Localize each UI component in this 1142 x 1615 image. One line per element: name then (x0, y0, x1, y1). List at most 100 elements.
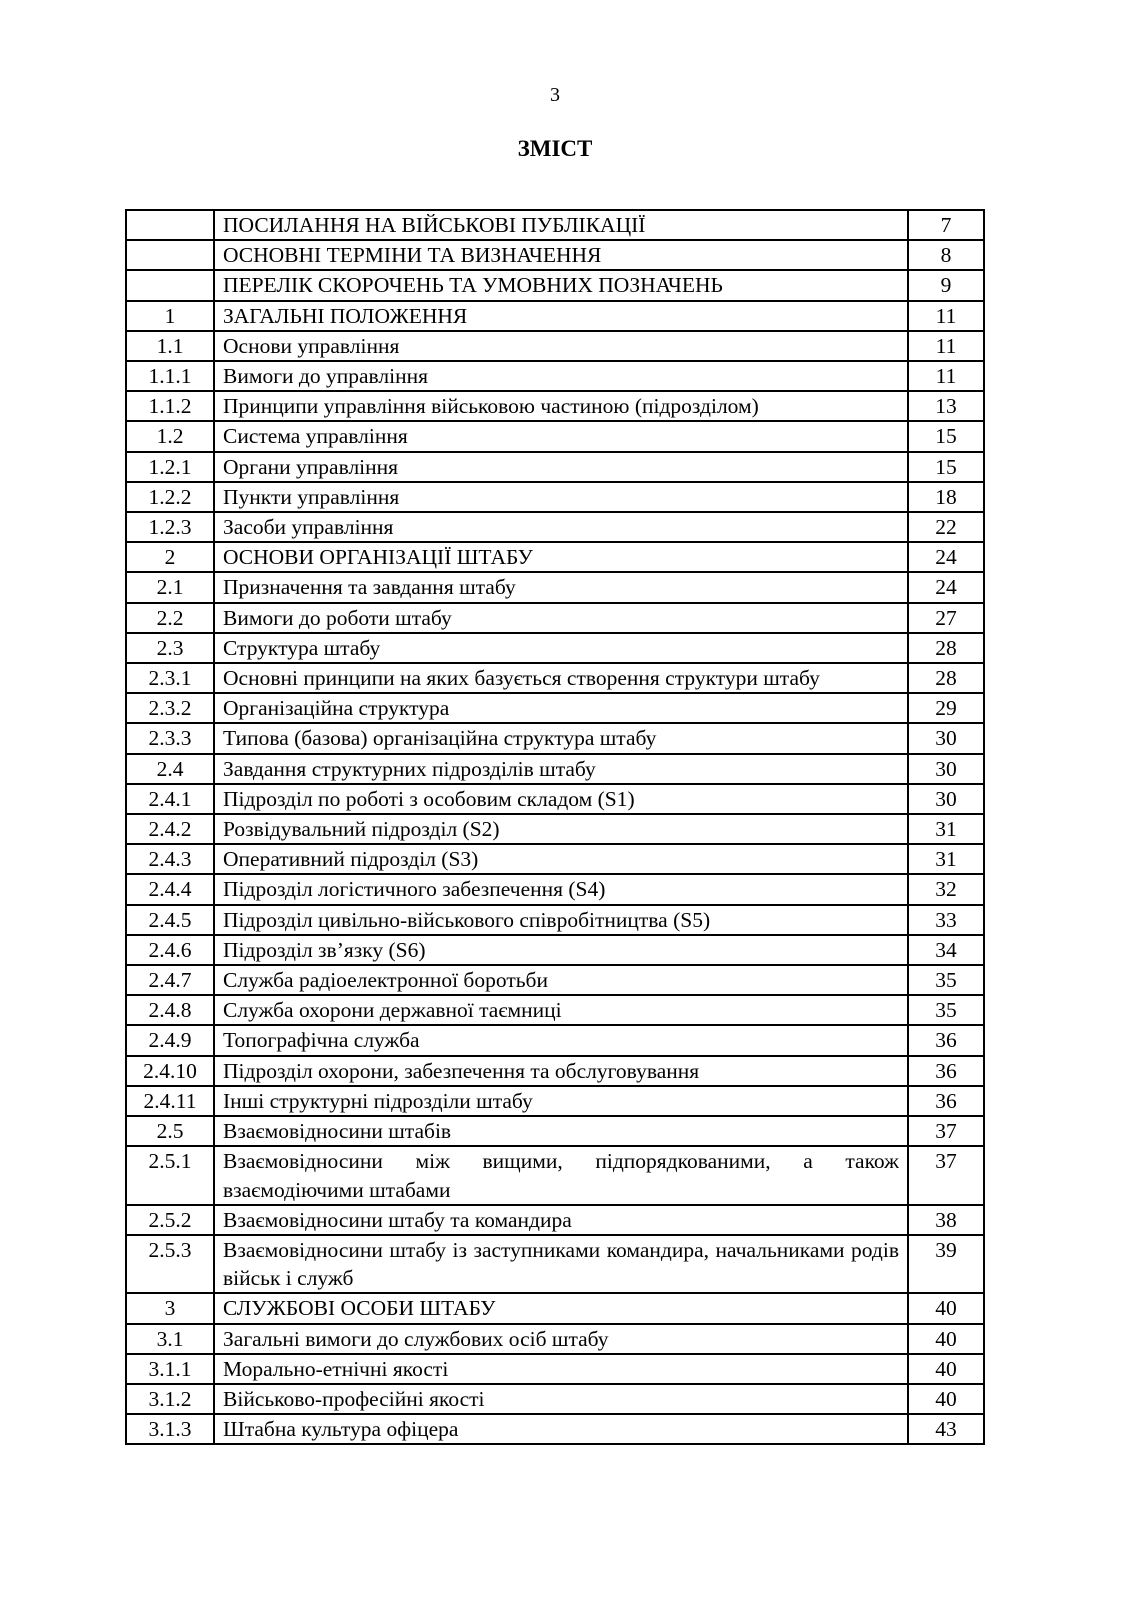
section-title: ПЕРЕЛІК СКОРОЧЕНЬ ТА УМОВНИХ ПОЗНАЧЕНЬ (213, 269, 909, 302)
section-number: 3 (125, 1292, 215, 1325)
toc-row: 3.1.1 Морально-етнічні якості 40 (125, 1352, 985, 1385)
toc-row: 2.4.3 Оперативний підрозділ (S3) 31 (125, 843, 985, 876)
toc-row: 2.2 Вимоги до роботи штабу 27 (125, 601, 985, 634)
page-ref: 40 (907, 1352, 985, 1385)
section-number: 2.4.8 (125, 994, 215, 1027)
page-ref: 28 (907, 662, 985, 695)
section-title: Взаємовідносини штабу із заступниками ко… (213, 1233, 909, 1295)
toc-row: 2.3.1 Основні принципи на яких базується … (125, 662, 985, 695)
section-title: Штабна культура офіцера (213, 1413, 909, 1446)
section-title: Структура штабу (213, 631, 909, 665)
toc-row: 3.1 Загальні вимоги до службових осіб шта… (125, 1322, 985, 1355)
toc-row: 1.1.2 Принципи управління військовою част… (125, 390, 985, 423)
toc-row: 2.4.5 Підрозділ цивільно-військового спів… (125, 903, 985, 936)
section-number: 2.4.2 (125, 813, 215, 846)
section-number: 2.4.5 (125, 903, 215, 936)
section-number: 2.4.6 (125, 933, 215, 967)
section-title: Засоби управління (213, 511, 909, 544)
section-title: Підрозділ охорони, забезпечення та обслу… (213, 1054, 909, 1087)
page-ref: 40 (907, 1382, 985, 1416)
page-ref: 39 (907, 1233, 985, 1295)
page-ref: 22 (907, 511, 985, 544)
toc-row: 2.5.2 Взаємовідносини штабу та командира 3… (125, 1203, 985, 1236)
section-title: Принципи управління військовою частиною … (213, 390, 909, 423)
section-title: Вимоги до роботи штабу (213, 601, 909, 634)
section-title: Військово-професійні якості (213, 1382, 909, 1416)
section-title: Призначення та завдання штабу (213, 571, 909, 604)
section-title: Взаємовідносини штабів (213, 1115, 909, 1148)
page-ref: 36 (907, 1054, 985, 1087)
section-number: 2.3.2 (125, 692, 215, 725)
page-ref: 18 (907, 480, 985, 514)
section-title: Підрозділ логістичного забезпечення (S4) (213, 873, 909, 906)
page-ref: 8 (907, 239, 985, 272)
page-ref: 35 (907, 994, 985, 1027)
section-title: Завдання структурних підрозділів штабу (213, 752, 909, 785)
page-ref: 11 (907, 299, 985, 332)
page-ref: 36 (907, 1024, 985, 1057)
section-number: 3.1.3 (125, 1413, 215, 1446)
toc-row: 1.2 Система управління 15 (125, 420, 985, 453)
toc-row: 2 ОСНОВИ ОРГАНІЗАЦІЇ ШТАБУ 24 (125, 541, 985, 574)
page-ref: 13 (907, 390, 985, 423)
section-number: 2.4.7 (125, 964, 215, 997)
section-title: ЗАГАЛЬНІ ПОЛОЖЕННЯ (213, 299, 909, 332)
section-number: 1.2.1 (125, 450, 215, 483)
page-ref: 40 (907, 1322, 985, 1355)
section-title: ПОСИЛАННЯ НА ВІЙСЬКОВІ ПУБЛІКАЦІЇ (213, 208, 909, 242)
section-title: Підрозділ цивільно-військового співробіт… (213, 903, 909, 936)
section-number: 1.1.2 (125, 390, 215, 423)
page-ref: 27 (907, 601, 985, 634)
section-number: 2.3.1 (125, 662, 215, 695)
section-number: 2.4.1 (125, 782, 215, 816)
toc-row: ПЕРЕЛІК СКОРОЧЕНЬ ТА УМОВНИХ ПОЗНАЧЕНЬ 9 (125, 269, 985, 302)
page-ref: 9 (907, 269, 985, 302)
page-ref: 31 (907, 813, 985, 846)
page-ref: 11 (907, 360, 985, 393)
page-ref: 43 (907, 1413, 985, 1446)
toc-row: 2.5.3 Взаємовідносини штабу із заступника… (125, 1233, 985, 1295)
toc-row: 1.2.3 Засоби управління 22 (125, 511, 985, 544)
section-number: 2 (125, 541, 215, 574)
toc-row: ПОСИЛАННЯ НА ВІЙСЬКОВІ ПУБЛІКАЦІЇ 7 (125, 208, 985, 242)
toc-row: 2.4 Завдання структурних підрозділів штаб… (125, 752, 985, 785)
page-ref: 36 (907, 1084, 985, 1118)
toc-row: 1.2.1 Органи управління 15 (125, 450, 985, 483)
section-number: 2.5.2 (125, 1203, 215, 1236)
section-number: 1.1.1 (125, 360, 215, 393)
section-number (125, 239, 215, 272)
toc-row: 2.4.8 Служба охорони державної таємниці 35 (125, 994, 985, 1027)
section-number: 2.4.3 (125, 843, 215, 876)
page-ref: 15 (907, 420, 985, 453)
section-number: 1 (125, 299, 215, 332)
page-ref: 24 (907, 571, 985, 604)
section-number: 2.2 (125, 601, 215, 634)
table-of-contents: ПОСИЛАННЯ НА ВІЙСЬКОВІ ПУБЛІКАЦІЇ 7 ОСНОВН… (125, 208, 985, 1446)
section-title: Загальні вимоги до службових осіб штабу (213, 1322, 909, 1355)
toc-row: 1.1 Основи управління 11 (125, 329, 985, 363)
section-title: Розвідувальний підрозділ (S2) (213, 813, 909, 846)
section-number: 3.1.2 (125, 1382, 215, 1416)
page-ref: 40 (907, 1292, 985, 1325)
section-number: 2.5.3 (125, 1233, 215, 1295)
section-title: Взаємовідносини між вищими, підпорядкова… (213, 1145, 909, 1206)
section-title: Вимоги до управління (213, 360, 909, 393)
page-ref: 33 (907, 903, 985, 936)
section-title: Топографічна служба (213, 1024, 909, 1057)
toc-row: 2.4.1 Підрозділ по роботі з особовим скла… (125, 782, 985, 816)
section-title: Основи управління (213, 329, 909, 363)
page-ref: 38 (907, 1203, 985, 1236)
section-title: Організаційна структура (213, 692, 909, 725)
section-title: ОСНОВНІ ТЕРМІНИ ТА ВИЗНАЧЕННЯ (213, 239, 909, 272)
section-title: Взаємовідносини штабу та командира (213, 1203, 909, 1236)
toc-row: 2.4.7 Служба радіоелектронної боротьби 35 (125, 964, 985, 997)
section-title: Морально-етнічні якості (213, 1352, 909, 1385)
section-number: 2.4.11 (125, 1084, 215, 1118)
section-title: Оперативний підрозділ (S3) (213, 843, 909, 876)
section-number: 1.2.2 (125, 480, 215, 514)
section-title: Основні принципи на яких базується створ… (213, 662, 909, 695)
toc-row: 2.4.11 Інші структурні підрозділи штабу 36 (125, 1084, 985, 1118)
toc-row: ОСНОВНІ ТЕРМІНИ ТА ВИЗНАЧЕННЯ 8 (125, 239, 985, 272)
page-ref: 31 (907, 843, 985, 876)
page-ref: 11 (907, 329, 985, 363)
